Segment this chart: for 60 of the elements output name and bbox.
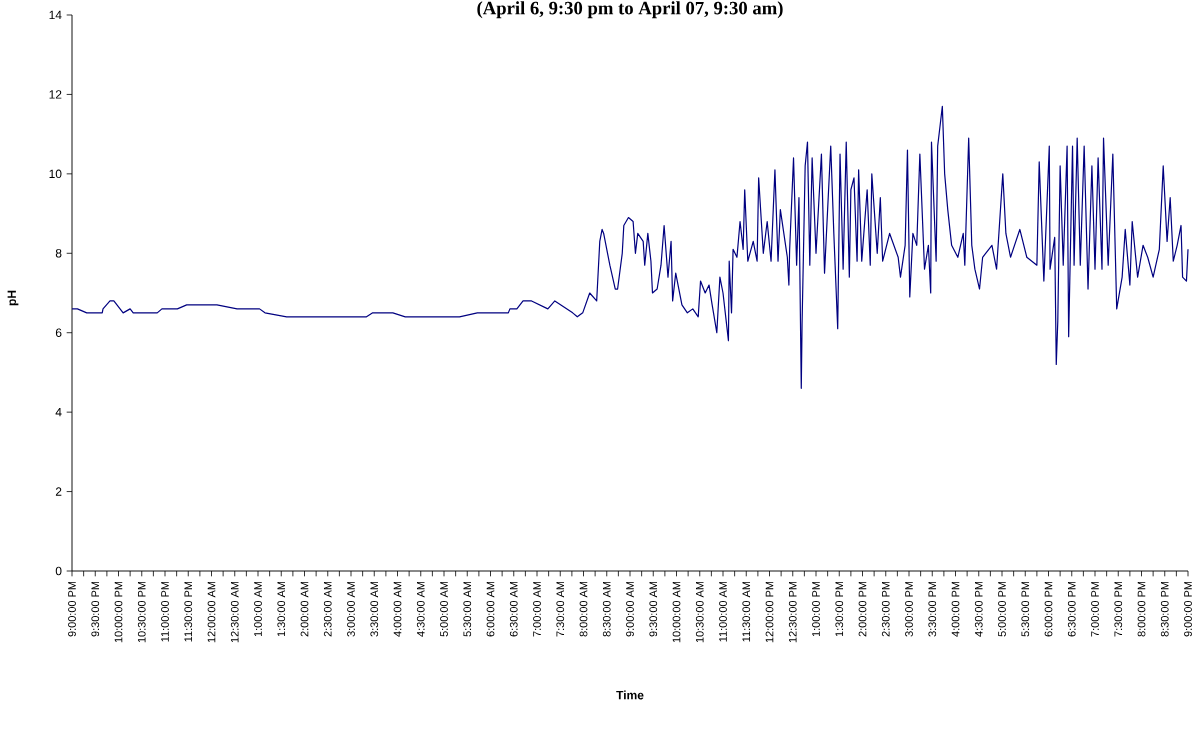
- x-tick-label: 2:00:00 PM: [858, 581, 867, 637]
- y-tick-label: 10: [49, 169, 62, 179]
- x-tick-label: 10:30:00 AM: [695, 581, 704, 643]
- y-tick-label: 6: [55, 328, 62, 337]
- x-tick-label: 10:30:00 PM: [137, 581, 146, 643]
- y-tick-label: 14: [49, 10, 62, 20]
- x-tick-label: 5:00:00 PM: [998, 581, 1006, 637]
- x-tick-label: 6:00:00 AM: [486, 581, 495, 637]
- x-tick-label: 11:00:00 PM: [161, 581, 169, 642]
- x-tick-label: 1:00:00 PM: [812, 581, 820, 637]
- x-tick-label: 2:30:00 AM: [323, 581, 332, 637]
- x-tick-label: 10:00:00 PM: [114, 581, 123, 643]
- x-tick-label: 5:30:00 AM: [463, 581, 472, 637]
- x-tick-label: 1:30:00 AM: [277, 581, 286, 637]
- y-tick-label: 4: [55, 408, 62, 417]
- y-tick-label: 12: [49, 90, 62, 99]
- x-tick-label: 3:30:00 PM: [928, 581, 937, 637]
- x-tick-label: 12:00:00 AM: [207, 581, 216, 643]
- x-tick-label: 11:30:00 PM: [184, 581, 193, 642]
- x-tick-label: 4:00:00 AM: [393, 581, 402, 637]
- y-axis-title: pH: [7, 290, 19, 306]
- x-tick-label: 8:00:00 PM: [1137, 581, 1146, 637]
- x-tick-label: 1:00:00 AM: [254, 581, 262, 637]
- x-tick-label: 7:30:00 AM: [556, 581, 565, 637]
- x-tick-label: 7:00:00 AM: [533, 581, 541, 637]
- x-tick-label: 7:30:00 PM: [1114, 581, 1123, 637]
- x-tick-label: 4:30:00 PM: [974, 581, 983, 637]
- x-tick-label: 5:30:00 PM: [1021, 581, 1030, 637]
- x-tick-label: 10:00:00 AM: [672, 581, 681, 643]
- x-tick-label: 12:00:00 PM: [765, 581, 774, 643]
- x-tick-label: 11:30:00 AM: [742, 581, 751, 642]
- y-tick-label: 0: [55, 566, 62, 576]
- x-tick-label: 2:00:00 AM: [300, 581, 309, 637]
- x-tick-label: 4:30:00 AM: [416, 581, 425, 637]
- x-tick-label: 8:30:00 AM: [602, 581, 611, 637]
- x-axis-title: Time: [616, 690, 644, 700]
- x-tick-label: 11:00:00 AM: [719, 581, 727, 642]
- x-tick-label: 1:30:00 PM: [835, 581, 844, 637]
- y-tick-label: 8: [55, 249, 62, 258]
- x-tick-label: 7:00:00 PM: [1091, 581, 1099, 637]
- x-tick-label: 8:00:00 AM: [579, 581, 588, 637]
- x-tick-label: 9:30:00 AM: [649, 581, 658, 637]
- x-tick-label: 12:30:00 AM: [230, 581, 239, 643]
- x-tick-label: 8:30:00 PM: [1160, 581, 1169, 637]
- x-tick-label: 9:30:00 PM: [91, 581, 100, 637]
- x-tick-label: 3:30:00 AM: [370, 581, 379, 637]
- x-tick-label: 3:00:00 AM: [347, 581, 355, 637]
- x-tick-label: 3:00:00 PM: [905, 581, 913, 637]
- x-tick-label: 6:30:00 PM: [1067, 581, 1076, 637]
- x-tick-label: 9:00:00 PM: [1184, 581, 1192, 637]
- x-tick-label: 6:00:00 PM: [1044, 581, 1053, 637]
- x-tick-label: 4:00:00 PM: [951, 581, 960, 637]
- y-tick-label: 2: [55, 487, 62, 496]
- x-tick-label: 2:30:00 PM: [881, 581, 890, 637]
- chart-title: (April 6, 9:30 pm to April 07, 9:30 am): [477, 1, 783, 19]
- x-tick-label: 12:30:00 PM: [788, 581, 797, 643]
- x-tick-label: 9:00:00 PM: [68, 581, 76, 637]
- x-tick-label: 6:30:00 AM: [509, 581, 518, 637]
- x-tick-label: 9:00:00 AM: [626, 581, 634, 637]
- x-tick-label: 5:00:00 AM: [440, 581, 448, 637]
